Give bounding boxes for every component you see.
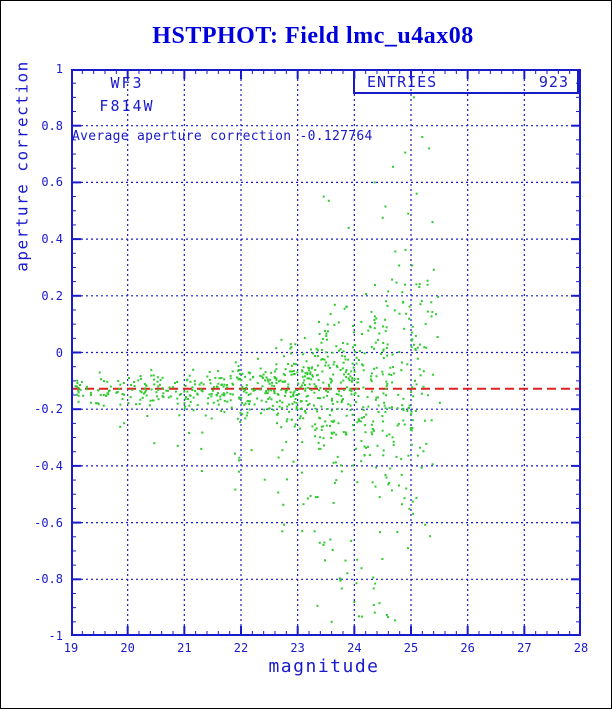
y-tick-label: 0.6 [41, 175, 63, 190]
entries-box: ENTRIES 923 [353, 69, 579, 94]
x-axis-label: magnitude [268, 656, 380, 677]
x-tick-label: 28 [573, 641, 589, 655]
x-tick-label: 22 [233, 641, 249, 655]
x-tick-label: 21 [177, 641, 192, 655]
camera-filter-annotation: WF3 F814W [93, 75, 161, 114]
y-tick-label: 0.4 [41, 232, 63, 247]
x-tick-label: 20 [120, 641, 135, 655]
scatter-chart [71, 69, 581, 636]
x-tick-label: 26 [460, 641, 475, 655]
x-tick-label: 24 [347, 641, 362, 655]
scatter-points [71, 96, 441, 623]
x-tick-label: 27 [517, 641, 532, 655]
y-tick-label: -0.8 [34, 572, 63, 587]
x-tick-label: 19 [63, 641, 79, 655]
y-tick-label: -0.4 [34, 458, 63, 473]
filter-label: F814W [99, 97, 155, 115]
camera-label: WF3 [110, 74, 144, 92]
x-tick-label: 25 [403, 641, 419, 655]
y-tick-label: -1 [48, 629, 63, 643]
y-tick-label: 0.2 [41, 288, 63, 303]
page-title: HSTPHOT: Field lmc_u4ax08 [152, 23, 474, 49]
y-tick-label: -0.2 [34, 402, 63, 417]
entries-value: 923 [538, 72, 569, 91]
y-tick-label: 0 [55, 345, 63, 360]
x-tick-label: 23 [290, 641, 305, 655]
plot-area: ENTRIES 923 WF3 F814W Average aperture c… [71, 69, 581, 636]
entries-label: ENTRIES [367, 72, 438, 91]
y-tick-label: 1 [55, 62, 63, 76]
y-tick-label: -0.6 [34, 515, 63, 530]
y-tick-label: 0.8 [41, 118, 63, 133]
average-correction-annotation: Average aperture correction -0.127764 [72, 129, 373, 144]
